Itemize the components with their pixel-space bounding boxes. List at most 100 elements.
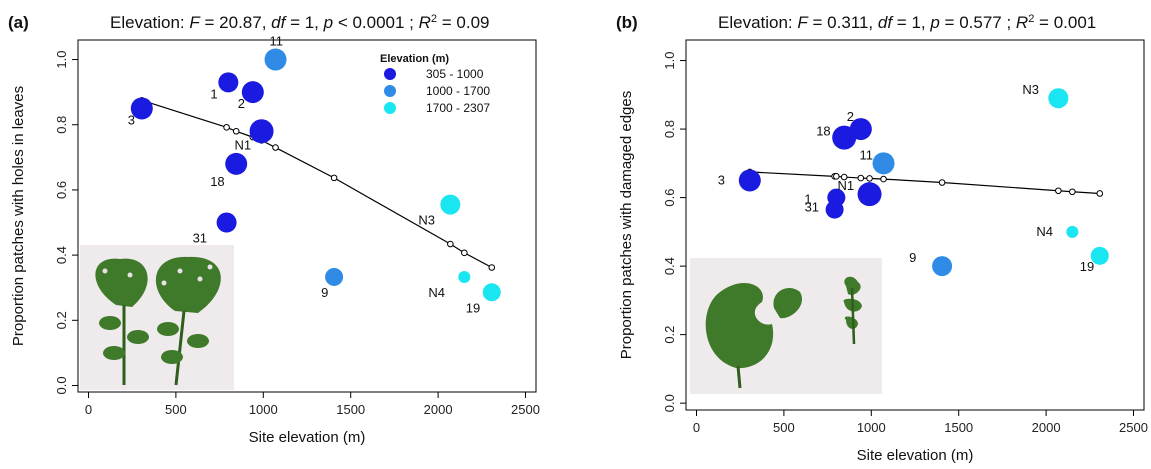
- leaf-stem-icon: [850, 287, 856, 345]
- legend-item-label: 305 - 1000: [426, 67, 484, 81]
- fitted-point: [1096, 190, 1104, 197]
- regression-line: [749, 171, 1100, 195]
- leaf-photo-inset: [80, 245, 234, 390]
- legend-swatch: [384, 68, 396, 80]
- leaf-hole-icon: [207, 264, 213, 270]
- data-point-n4: [458, 270, 471, 283]
- chart-panel-a: 0 500 1000 1500 2000 2500 0.0 0.2 0.4 0.6 0.8 1.0 Si…: [8, 13, 540, 446]
- data-point-31: [825, 200, 844, 219]
- x-tick-label: 1500: [336, 402, 365, 417]
- y-tick-label: 0.0: [662, 394, 677, 412]
- fitted-point: [232, 127, 240, 135]
- x-axis-label: Site elevation (m): [857, 447, 974, 464]
- leaf-hole-icon: [102, 268, 108, 274]
- point-label: 19: [466, 300, 480, 315]
- point-label: 3: [718, 172, 725, 187]
- fitted-point: [833, 173, 840, 180]
- x-tick-label: 500: [165, 402, 187, 417]
- leaflet-icon: [187, 334, 209, 348]
- y-axis-label: Proportion patches with holes in leaves: [10, 86, 27, 346]
- point-label: N1: [838, 178, 855, 193]
- point-label: 2: [238, 96, 245, 111]
- x-tick-label: 2500: [511, 402, 540, 417]
- point-label: N4: [428, 285, 445, 300]
- y-tick-label: 0.4: [662, 257, 677, 275]
- data-point-1: [218, 72, 239, 93]
- x-tick-label: 1500: [944, 420, 973, 435]
- leaflet-icon: [161, 350, 183, 364]
- y-tick-label: 0.2: [54, 311, 69, 329]
- data-point-n3: [440, 194, 461, 215]
- fitted-point: [447, 240, 454, 248]
- x-tick-label: 1000: [857, 420, 886, 435]
- legend: Elevation (m) 305 - 1000 1000 - 1700 1700 -…: [380, 53, 490, 115]
- point-label: 1: [210, 86, 217, 101]
- x-tick-label: 0: [693, 420, 700, 435]
- data-point-9: [932, 256, 953, 277]
- panel-letter: (a): [8, 13, 29, 32]
- fitted-point: [223, 124, 230, 131]
- leaflet-icon: [103, 346, 125, 360]
- x-tick-label: 2000: [424, 402, 453, 417]
- plot-frame: [685, 39, 1145, 411]
- fitted-point: [880, 175, 887, 183]
- data-point-18: [225, 152, 248, 175]
- chart-panel-b: 0 500 1000 1500 2000 2500 0.0 0.2 0.4 0.6 0.8 1.0 Si…: [616, 13, 1148, 464]
- leaf-icon: [95, 258, 148, 307]
- point-label: 31: [193, 231, 207, 246]
- leaf-icon: [773, 287, 802, 319]
- leaf-hole-icon: [127, 272, 133, 278]
- chart-title: Elevation: F = 0.311, df = 1, p = 0.577 …: [718, 13, 1096, 32]
- point-label: 18: [210, 174, 224, 189]
- data-point-2: [241, 81, 264, 104]
- y-tick-label: 1.0: [54, 51, 69, 69]
- point-label: 18: [816, 124, 830, 139]
- x-tick-label: 2500: [1119, 420, 1148, 435]
- y-tick-label: 0.6: [662, 189, 677, 207]
- regression-line: [141, 99, 493, 269]
- y-tick-label: 0.4: [54, 246, 69, 264]
- fitted-point: [461, 249, 468, 257]
- plot-frame: [77, 39, 537, 393]
- data-point-19: [482, 283, 501, 302]
- chart-title: Elevation: F = 20.87, df = 1, p < 0.0001…: [110, 13, 490, 32]
- data-point-9: [325, 267, 344, 286]
- legend-title: Elevation (m): [380, 53, 449, 65]
- y-axis-label: Proportion patches with damaged edges: [618, 91, 635, 360]
- x-tick-label: 1000: [249, 402, 278, 417]
- leaf-hole-icon: [161, 280, 167, 286]
- y-tick-label: 0.2: [662, 326, 677, 344]
- fitted-point: [1069, 188, 1076, 196]
- point-label: 9: [321, 285, 328, 300]
- point-label: 3: [128, 112, 135, 127]
- fitted-point: [866, 175, 873, 182]
- leaf-hole-icon: [177, 268, 183, 274]
- fitted-point: [938, 179, 946, 186]
- data-point-n3: [1048, 88, 1069, 109]
- point-label: 11: [860, 147, 874, 162]
- fitted-point: [840, 173, 848, 181]
- leaflet-icon: [157, 322, 179, 336]
- point-label: N1: [235, 137, 252, 152]
- leaf-hole-icon: [197, 276, 203, 282]
- point-label: N3: [418, 213, 435, 228]
- data-point-3: [130, 97, 153, 120]
- y-tick-label: 0.6: [54, 181, 69, 199]
- fitted-point: [488, 264, 496, 271]
- y-tick-label: 0.8: [54, 116, 69, 134]
- data-point-19: [1090, 246, 1109, 265]
- x-tick-label: 2000: [1032, 420, 1061, 435]
- y-tick-label: 1.0: [662, 52, 677, 70]
- leaflet-icon: [99, 316, 121, 330]
- point-label: N3: [1022, 82, 1039, 97]
- x-axis-label: Site elevation (m): [249, 429, 366, 446]
- point-label: 11: [270, 34, 284, 49]
- legend-swatch: [384, 85, 396, 97]
- point-label: 9: [909, 250, 916, 265]
- leaf-icon: [155, 256, 221, 313]
- data-point-3: [738, 169, 761, 192]
- fitted-point: [330, 174, 338, 182]
- point-label: 1: [804, 192, 811, 207]
- data-point-n4: [1066, 225, 1079, 238]
